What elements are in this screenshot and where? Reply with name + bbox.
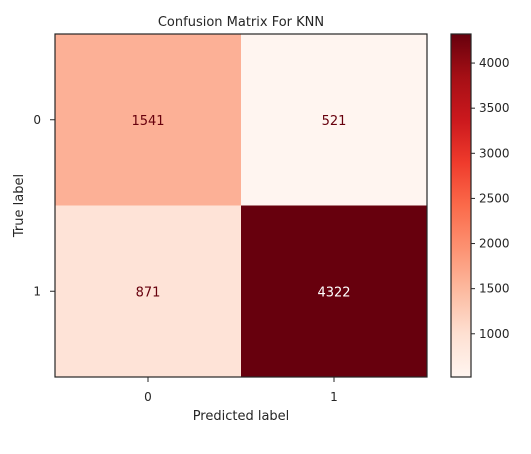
colorbar-ticks: 1000 1500 2000 2500 3000 3500 4000 [471, 56, 510, 341]
cell-value-r1-c0: 871 [136, 285, 161, 300]
matrix-cells [55, 34, 427, 377]
x-tick-label: 1 [330, 390, 338, 404]
y-tick-label: 1 [33, 284, 41, 298]
cell-value-r0-c0: 1541 [131, 114, 164, 129]
colorbar-tick-label: 3500 [479, 101, 510, 115]
matrix-cell-r0-c1 [241, 34, 427, 206]
colorbar-tick-label: 2500 [479, 191, 510, 205]
colorbar-tick-label: 3000 [479, 146, 510, 160]
colorbar [450, 33, 472, 378]
y-tick-label: 0 [33, 113, 41, 127]
colorbar-tick-label: 1500 [479, 282, 510, 296]
y-axis-ticks: 01 [33, 113, 55, 298]
matrix-cell-labels: 1541 521 871 4322 [131, 114, 350, 301]
cell-value-r1-c1: 4322 [317, 285, 350, 300]
plot-frame [54, 33, 428, 378]
chart-title: Confusion Matrix For KNN [158, 15, 324, 30]
colorbar-tick-label: 4000 [479, 56, 510, 70]
x-axis-label: Predicted label [193, 409, 290, 424]
matrix-cell-r1-c1 [241, 205, 427, 377]
x-tick-label: 0 [144, 390, 152, 404]
colorbar-tick-label: 2000 [479, 237, 510, 251]
matrix-cell-r0-c0 [55, 34, 241, 206]
matrix-cell-r1-c0 [55, 205, 241, 377]
colorbar-tick-label: 1000 [479, 327, 510, 341]
cell-value-r0-c1: 521 [322, 114, 347, 129]
y-axis-label: True label [12, 174, 27, 238]
